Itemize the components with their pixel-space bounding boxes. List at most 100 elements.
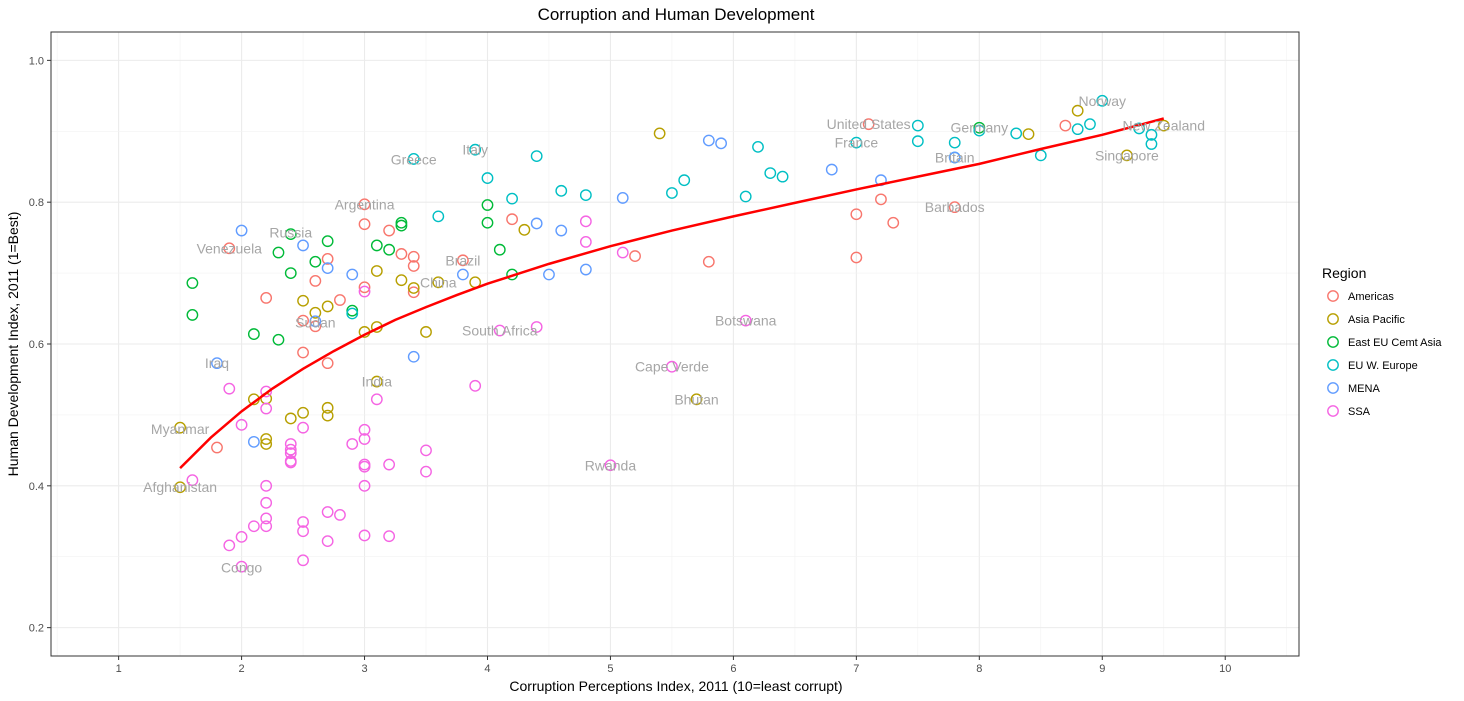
country-label: Venezuela bbox=[197, 240, 263, 256]
data-point bbox=[862, 118, 875, 131]
data-point bbox=[1145, 128, 1158, 141]
country-label: South Africa bbox=[462, 323, 538, 339]
data-point bbox=[911, 135, 924, 148]
legend: Region Americas Asia Pacific East EU Cemt … bbox=[1322, 265, 1442, 418]
data-point bbox=[247, 328, 260, 340]
data-point bbox=[260, 402, 273, 415]
data-point bbox=[457, 254, 469, 267]
data-point bbox=[284, 412, 297, 425]
data-point bbox=[284, 456, 297, 469]
country-labels: Afghanistan Myanmar Congo Iraq Venezuela Russ… bbox=[143, 93, 1205, 576]
country-label: Sudan bbox=[295, 315, 335, 331]
data-point bbox=[383, 243, 396, 256]
data-point bbox=[358, 479, 371, 492]
data-point bbox=[715, 137, 728, 150]
data-point bbox=[666, 187, 678, 199]
data-point bbox=[395, 216, 408, 229]
legend-key bbox=[1327, 313, 1339, 325]
data-point bbox=[247, 435, 260, 448]
data-point bbox=[469, 379, 482, 392]
data-point bbox=[383, 458, 396, 471]
data-point bbox=[309, 315, 322, 328]
data-point bbox=[235, 530, 248, 543]
data-point bbox=[358, 423, 371, 436]
data-point bbox=[1084, 118, 1096, 131]
data-point bbox=[358, 281, 371, 294]
chart-title: Corruption and Human Development bbox=[538, 5, 815, 24]
data-point bbox=[666, 360, 678, 373]
data-point bbox=[284, 267, 297, 279]
data-point bbox=[395, 274, 408, 287]
data-point bbox=[407, 260, 420, 272]
y-tick-label: 0.2 bbox=[29, 623, 44, 635]
data-point bbox=[579, 189, 592, 201]
y-axis-ticks: 0.2 0.4 0.6 0.8 1.0 bbox=[29, 55, 51, 635]
country-label: Botswana bbox=[715, 313, 777, 329]
data-point bbox=[260, 520, 273, 533]
legend-label: East EU Cemt Asia bbox=[1348, 337, 1442, 349]
data-point bbox=[457, 268, 469, 281]
x-tick-label: 2 bbox=[239, 663, 245, 675]
data-point bbox=[616, 246, 629, 259]
x-tick-label: 7 bbox=[853, 663, 859, 675]
data-point bbox=[321, 506, 334, 518]
data-point bbox=[272, 246, 285, 259]
data-point bbox=[555, 184, 568, 197]
data-point bbox=[432, 210, 445, 223]
data-point bbox=[186, 474, 199, 487]
country-label: Argentina bbox=[335, 196, 395, 212]
x-tick-label: 8 bbox=[976, 663, 982, 675]
country-label: China bbox=[420, 274, 457, 290]
data-point bbox=[493, 324, 506, 337]
data-point bbox=[1071, 123, 1084, 136]
data-point bbox=[358, 433, 371, 445]
data-point bbox=[260, 433, 273, 445]
data-point bbox=[297, 516, 309, 528]
country-label: Norway bbox=[1079, 93, 1126, 109]
data-point bbox=[334, 508, 346, 521]
data-point bbox=[309, 274, 322, 287]
y-tick-label: 0.8 bbox=[29, 197, 44, 209]
data-point bbox=[309, 306, 322, 319]
data-point bbox=[850, 136, 863, 149]
data-point bbox=[321, 401, 334, 414]
country-label: Britain bbox=[935, 150, 975, 166]
country-label: Russia bbox=[269, 225, 312, 241]
data-point bbox=[481, 216, 494, 229]
data-point bbox=[260, 512, 273, 525]
y-axis-title: Human Development Index, 2011 (1=Best) bbox=[5, 212, 21, 477]
data-point bbox=[1157, 119, 1170, 132]
legend-key bbox=[1327, 405, 1339, 417]
data-point bbox=[432, 276, 445, 289]
data-point bbox=[370, 265, 383, 277]
data-point bbox=[481, 172, 494, 184]
data-point bbox=[383, 224, 396, 237]
data-point bbox=[506, 213, 518, 226]
data-point bbox=[260, 385, 273, 398]
data-point bbox=[297, 239, 309, 252]
data-point bbox=[383, 530, 396, 543]
data-point bbox=[358, 198, 371, 211]
data-point bbox=[850, 208, 863, 221]
data-point bbox=[1133, 122, 1146, 135]
data-point bbox=[260, 496, 273, 509]
country-label: Bhutan bbox=[674, 391, 718, 407]
data-point bbox=[260, 438, 273, 450]
country-label: Rwanda bbox=[585, 457, 637, 473]
data-point bbox=[395, 219, 408, 232]
data-point bbox=[297, 294, 309, 307]
x-tick-label: 4 bbox=[484, 663, 490, 675]
data-point bbox=[702, 134, 715, 147]
x-tick-label: 9 bbox=[1099, 663, 1105, 675]
data-point bbox=[370, 375, 383, 388]
data-point bbox=[948, 136, 961, 149]
data-point bbox=[223, 539, 236, 552]
data-point bbox=[776, 170, 789, 183]
data-point bbox=[629, 250, 641, 262]
y-tick-label: 1.0 bbox=[29, 55, 44, 67]
data-point bbox=[358, 529, 371, 542]
data-point bbox=[420, 326, 432, 338]
data-point bbox=[407, 282, 420, 294]
legend-key bbox=[1327, 382, 1339, 394]
data-point bbox=[407, 350, 420, 363]
